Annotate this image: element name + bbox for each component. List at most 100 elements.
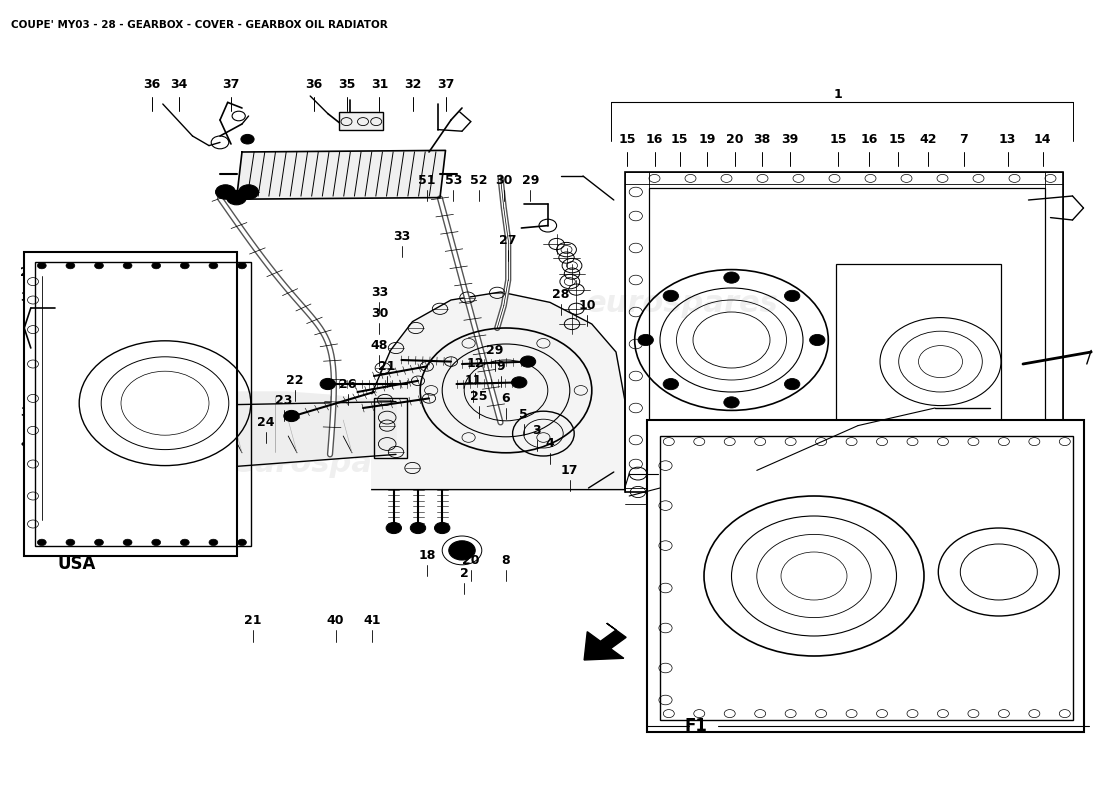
- Text: 47: 47: [686, 427, 704, 440]
- Circle shape: [520, 356, 536, 367]
- Text: 50: 50: [31, 320, 48, 333]
- Circle shape: [180, 539, 189, 546]
- Text: 28: 28: [552, 288, 570, 301]
- Circle shape: [95, 539, 103, 546]
- Circle shape: [724, 397, 739, 408]
- Text: 15: 15: [671, 133, 689, 146]
- Text: 20: 20: [726, 133, 744, 146]
- Text: 51: 51: [418, 174, 436, 186]
- Text: 15: 15: [829, 133, 847, 146]
- Circle shape: [239, 185, 258, 199]
- Circle shape: [663, 378, 679, 390]
- Bar: [647, 420, 1084, 732]
- Text: 30: 30: [20, 406, 37, 419]
- Text: 48: 48: [371, 339, 388, 352]
- Text: 30: 30: [371, 307, 388, 320]
- Circle shape: [284, 410, 299, 422]
- Text: 44: 44: [693, 640, 711, 653]
- Text: 39: 39: [781, 133, 799, 146]
- Text: 40: 40: [327, 614, 344, 627]
- Text: 12: 12: [466, 357, 484, 370]
- Text: 21: 21: [244, 614, 262, 627]
- Text: 43: 43: [708, 467, 726, 480]
- Text: 13: 13: [999, 133, 1016, 146]
- Text: 30: 30: [52, 266, 69, 278]
- Text: 1: 1: [834, 88, 843, 101]
- Circle shape: [386, 522, 402, 534]
- Text: 30: 30: [495, 174, 513, 186]
- Circle shape: [123, 539, 132, 546]
- Circle shape: [434, 522, 450, 534]
- Circle shape: [123, 262, 132, 269]
- Text: 53: 53: [444, 174, 462, 186]
- Circle shape: [512, 377, 527, 388]
- Text: 46: 46: [794, 632, 812, 645]
- Text: 4: 4: [546, 437, 554, 450]
- Text: 52: 52: [470, 174, 487, 186]
- Circle shape: [810, 334, 825, 346]
- Text: 15: 15: [889, 133, 906, 146]
- Bar: [35, 262, 251, 546]
- Circle shape: [209, 539, 218, 546]
- Circle shape: [37, 262, 46, 269]
- Circle shape: [663, 290, 679, 302]
- Text: COUPE' MY03 - 28 - GEARBOX - COVER - GEARBOX OIL RADIATOR: COUPE' MY03 - 28 - GEARBOX - COVER - GEA…: [11, 20, 387, 30]
- Text: 37: 37: [437, 78, 454, 90]
- Circle shape: [238, 539, 246, 546]
- Text: 8: 8: [502, 554, 510, 566]
- Text: 3: 3: [532, 424, 541, 437]
- Text: 29: 29: [20, 266, 37, 278]
- Polygon shape: [22, 408, 55, 480]
- Text: 29: 29: [486, 344, 504, 357]
- Text: 33: 33: [110, 266, 128, 278]
- Text: 29: 29: [521, 174, 539, 186]
- Text: eurospares: eurospares: [233, 450, 427, 478]
- Circle shape: [180, 262, 189, 269]
- Text: 50: 50: [81, 266, 99, 278]
- Circle shape: [449, 541, 475, 560]
- Polygon shape: [55, 392, 396, 480]
- Text: 10: 10: [579, 299, 596, 312]
- Text: 23: 23: [275, 394, 293, 406]
- Text: eurospares: eurospares: [585, 290, 779, 318]
- Text: 36: 36: [305, 78, 322, 90]
- Text: 34: 34: [170, 78, 188, 90]
- Text: 17: 17: [561, 464, 579, 477]
- Text: 37: 37: [222, 78, 240, 90]
- Text: 14: 14: [1034, 133, 1052, 146]
- Text: 21: 21: [378, 360, 396, 373]
- Text: 11: 11: [464, 374, 482, 387]
- Text: USA: USA: [58, 555, 96, 573]
- Text: 46: 46: [726, 640, 744, 653]
- Text: 24: 24: [257, 416, 275, 429]
- Circle shape: [152, 539, 161, 546]
- Text: 36: 36: [143, 78, 161, 90]
- Text: 27: 27: [499, 234, 517, 246]
- Text: 7: 7: [959, 133, 968, 146]
- Circle shape: [638, 334, 653, 346]
- Text: 5: 5: [519, 408, 528, 421]
- Polygon shape: [372, 292, 625, 490]
- Bar: [836, 264, 1001, 456]
- Text: 9: 9: [496, 360, 505, 373]
- Bar: [339, 112, 383, 130]
- Circle shape: [37, 539, 46, 546]
- Circle shape: [152, 262, 161, 269]
- Text: 19: 19: [698, 133, 716, 146]
- Bar: [24, 252, 236, 556]
- Circle shape: [410, 522, 426, 534]
- Text: 33: 33: [393, 230, 410, 242]
- Circle shape: [724, 272, 739, 283]
- Circle shape: [238, 262, 246, 269]
- Text: 41: 41: [363, 614, 381, 627]
- Text: 33: 33: [371, 286, 388, 298]
- Text: F1: F1: [685, 718, 707, 735]
- Circle shape: [216, 185, 235, 199]
- Bar: [374, 398, 407, 458]
- Circle shape: [66, 262, 75, 269]
- Text: 45: 45: [717, 427, 735, 440]
- Bar: [625, 172, 1063, 492]
- Text: 16: 16: [860, 133, 878, 146]
- Text: 25: 25: [470, 390, 487, 403]
- Text: 12: 12: [675, 467, 693, 480]
